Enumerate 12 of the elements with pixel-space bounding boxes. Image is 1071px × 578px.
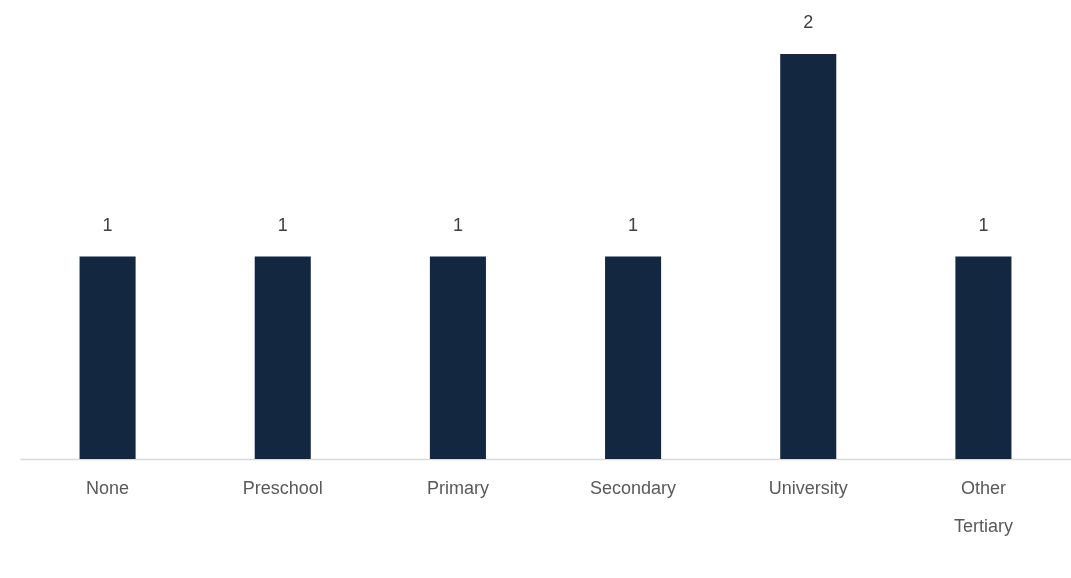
x-tick-label: None: [86, 477, 130, 498]
data-label: 1: [277, 214, 288, 235]
data-label: 1: [978, 214, 989, 235]
data-label: 1: [628, 214, 639, 235]
x-tick-label: University: [768, 477, 848, 498]
data-label: 1: [452, 214, 463, 235]
x-tick-label: Other Tertiary: [953, 477, 1013, 536]
x-tick-label: Primary: [426, 477, 489, 498]
data-label: 1: [102, 214, 113, 235]
x-tick-label: Preschool: [242, 477, 323, 498]
data-label: 2: [803, 12, 814, 32]
x-tick-label: Secondary: [590, 477, 677, 498]
